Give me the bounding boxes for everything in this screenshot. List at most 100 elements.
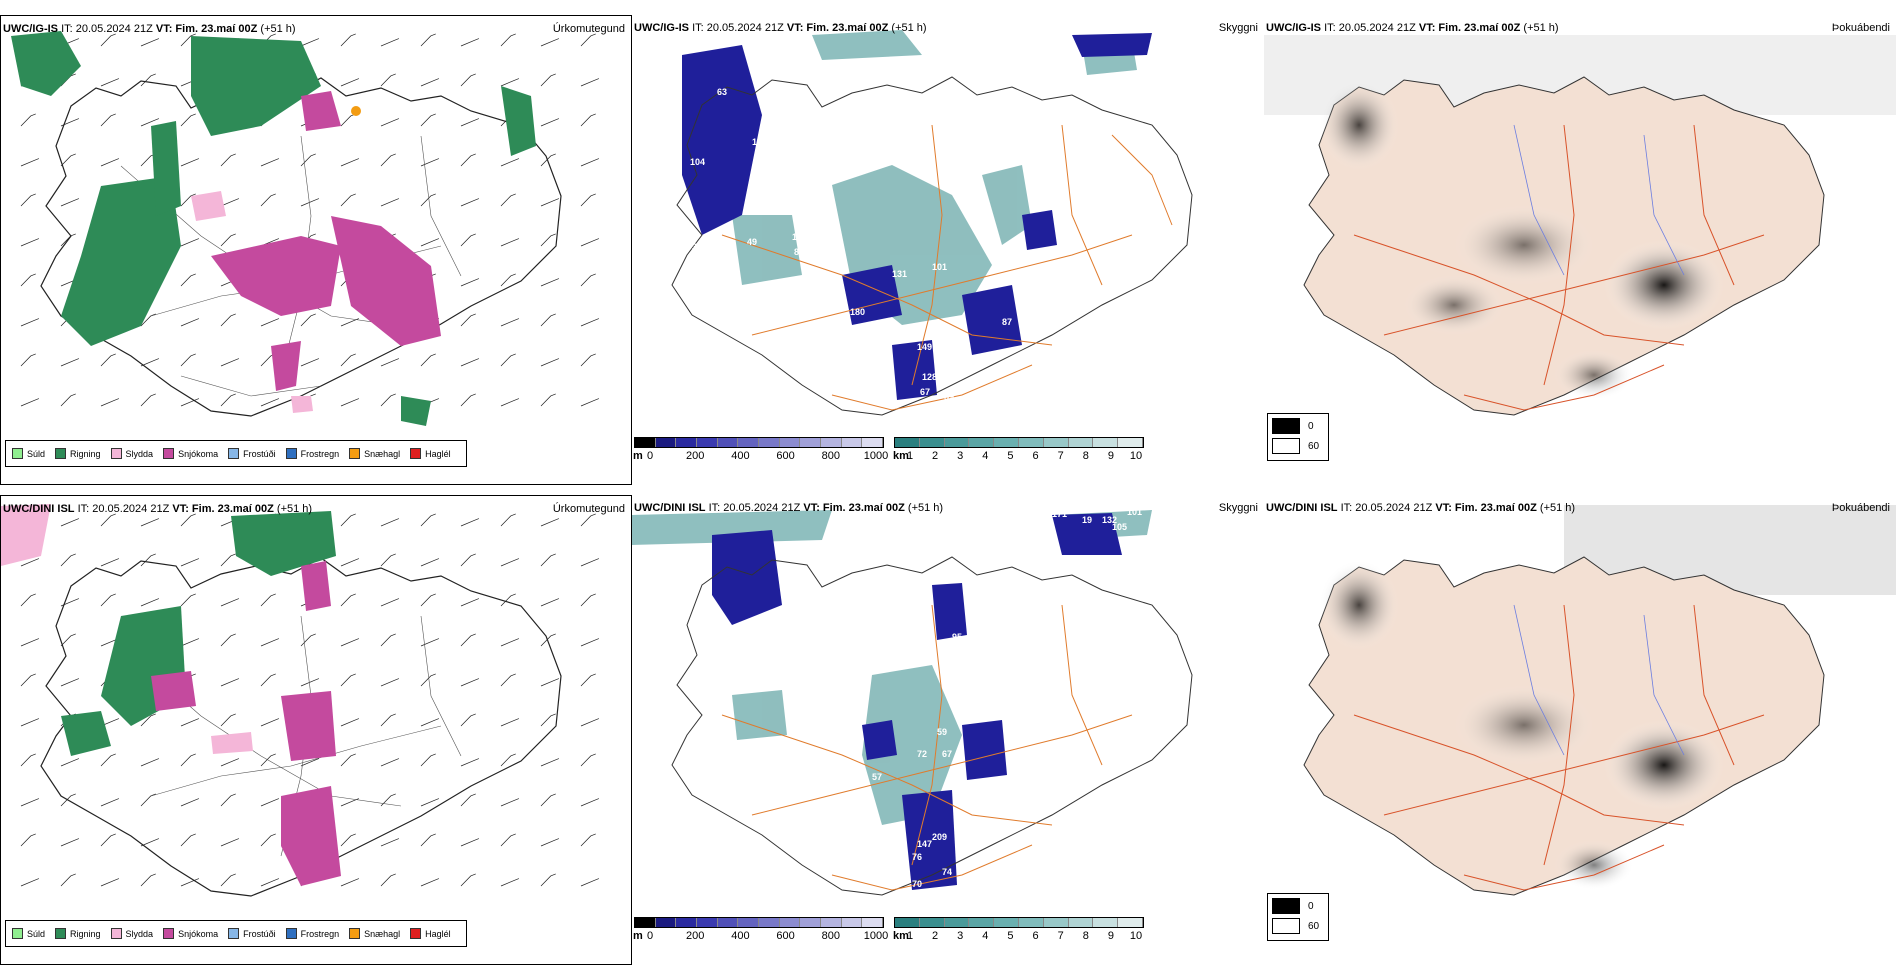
cloud-base-label: 76: [912, 852, 922, 862]
fog-legend-row: 0: [1272, 418, 1324, 434]
wind-barb: [140, 393, 156, 407]
wind-barb: [500, 318, 520, 327]
wind-barb: [540, 73, 556, 87]
cloud-base-label: 101: [1127, 507, 1142, 517]
colorbar-tick-label: 2: [932, 450, 939, 462]
legend-item: Slydda: [110, 928, 154, 939]
wind-barb: [260, 158, 280, 167]
cloud-base-colorbar: m 0 200 400 600 800 1000: [633, 917, 888, 947]
wind-barb: [300, 678, 320, 687]
panel-cloud-row1: 62 63 51 66 113 10 70 58 56 104 35 49 102 83 82 65 83 180…: [632, 15, 1264, 485]
wind-barb: [140, 598, 160, 607]
wind-barb: [380, 838, 400, 847]
panel-fog-row1: UWC/IG-IS IT: 20.05.2024 21Z VT: Fim. 23…: [1264, 15, 1896, 485]
wind-barb: [60, 118, 80, 127]
wind-barb: [180, 318, 200, 327]
wind-barb: [540, 678, 560, 687]
colorbar-segment: [969, 918, 995, 927]
legend-label: Slydda: [125, 928, 154, 939]
colorbar-segment: [697, 438, 718, 447]
wind-barb: [20, 878, 40, 887]
colorbar-tick-label: 9: [1107, 930, 1114, 942]
wind-barb: [500, 33, 516, 47]
wind-barb: [180, 513, 196, 527]
colorbar-segment: [779, 918, 801, 927]
colorbar-tick-label: 0: [646, 450, 654, 462]
precip-type-legend: Súld Rigning Slydda Snjókoma Frostúði Frostre…: [5, 920, 467, 947]
colorbar-tick-label: 800: [821, 450, 840, 462]
panel-cloud-row2: 202 66 40 62 38 131 92 31 83 95 93 203 59 67 72 57 127 15…: [632, 495, 1264, 965]
wind-barb: [20, 353, 36, 367]
cloud-base-label: 101: [932, 262, 947, 272]
legend-label: Slydda: [125, 448, 154, 459]
legend-label: Snæhagl: [364, 928, 401, 939]
wind-barb: [340, 638, 360, 647]
wind-barb: [460, 838, 480, 847]
roads: [1353, 604, 1765, 891]
legend-swatch: [228, 448, 240, 459]
wind-barb: [540, 198, 560, 207]
wind-barb: [100, 158, 120, 167]
colorbar-tick-label: 5: [1007, 930, 1014, 942]
legend-item: Snæhagl: [349, 928, 400, 939]
legend-swatch: [228, 928, 240, 939]
wind-barb: [20, 673, 36, 687]
wind-barb: [300, 38, 320, 47]
wind-barb: [100, 398, 120, 407]
sleet-areas: [1, 504, 253, 754]
cloud-base-label: 11: [962, 122, 972, 132]
colorbar-segment: [994, 438, 1019, 447]
wind-barb: [580, 673, 596, 687]
wind-barb: [340, 558, 360, 567]
cloud-base-label: 212: [1002, 257, 1017, 267]
fog-index-legend: 0 60: [1267, 413, 1329, 461]
cloud-base-label: 72: [917, 749, 927, 759]
wind-barb: [180, 558, 200, 567]
cloud-base-label: 145: [922, 35, 937, 45]
wind-barb: [260, 638, 280, 647]
cloud-base-label: 58: [792, 185, 802, 195]
wind-barb: [140, 38, 160, 47]
wind-barb: [500, 78, 520, 87]
wind-barb: [540, 313, 556, 327]
wind-barb: [60, 198, 80, 207]
wind-barb: [340, 158, 360, 167]
colorbar-segment: [676, 438, 698, 447]
wind-barb: [20, 158, 40, 167]
fog-index-legend: 0 60: [1267, 893, 1329, 941]
wind-barb: [460, 518, 480, 527]
colorbar-segment: [895, 918, 920, 927]
colorbar-segment: [919, 918, 945, 927]
wind-barb: [500, 833, 516, 847]
cloud-base-label: 82: [822, 232, 832, 242]
wind-barb: [420, 78, 440, 87]
colorbar-strip: [634, 917, 884, 928]
colorbar-segment: [738, 918, 760, 927]
wind-barb: [580, 158, 600, 167]
colorbar-segment: [1018, 918, 1044, 927]
wind-barb: [540, 873, 556, 887]
colorbar-tick-label: 10: [1129, 450, 1143, 462]
cloud-base-label: 19: [1082, 515, 1092, 525]
colorbar-segment: [800, 918, 822, 927]
wind-barb: [340, 318, 360, 327]
cloud-base-label: 203: [977, 712, 992, 722]
cloud-base-label: 97: [887, 117, 897, 127]
rivers: [1513, 604, 1685, 756]
fog-legend-label: 60: [1308, 440, 1320, 452]
wind-barb: [340, 398, 360, 407]
colorbar-tick-label: 3: [957, 450, 964, 462]
fog-legend-row: 60: [1272, 918, 1324, 934]
cloud-base-label: 105: [1112, 522, 1127, 532]
wind-barb: [100, 113, 116, 127]
wind-barb: [220, 873, 236, 887]
colorbar-segment: [655, 918, 677, 927]
wind-barb: [100, 718, 120, 727]
wind-barb: [220, 153, 236, 167]
colorbar-tick-label: 1000: [863, 930, 889, 942]
wind-barb: [580, 833, 596, 847]
wind-barb: [20, 558, 40, 567]
cloud-base-label: 67: [942, 749, 952, 759]
wind-barb: [460, 118, 480, 127]
